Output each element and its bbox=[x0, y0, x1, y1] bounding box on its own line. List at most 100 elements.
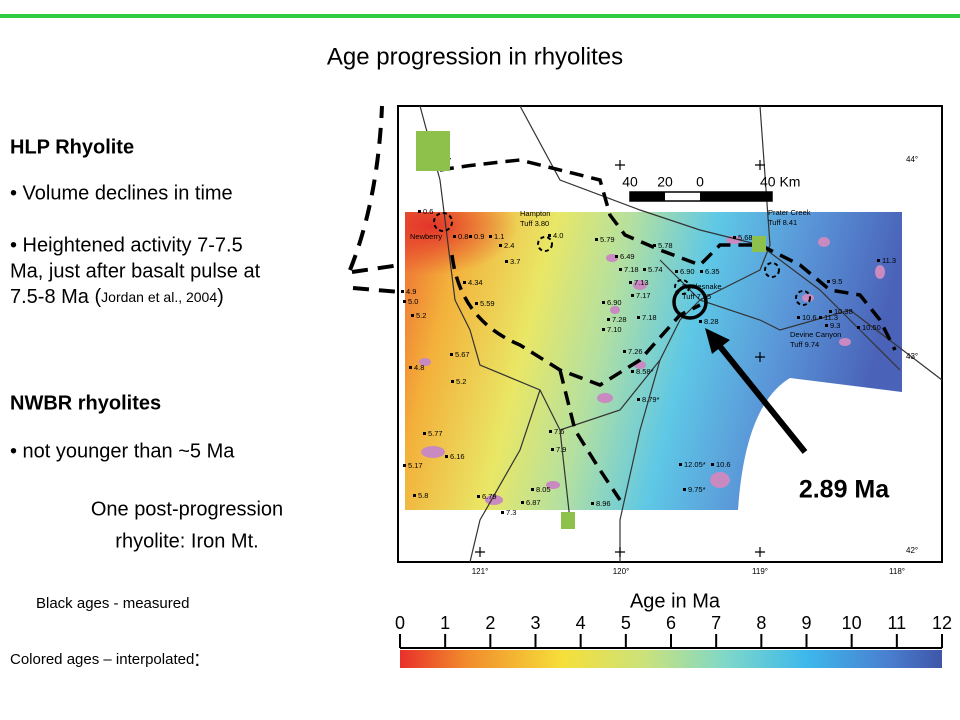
age-label: 11.3 bbox=[824, 313, 838, 322]
age-label: 5.78 bbox=[658, 241, 673, 250]
age-label: 5.68 bbox=[738, 233, 753, 242]
sample-point bbox=[829, 310, 832, 313]
sample-point bbox=[450, 353, 453, 356]
sample-point bbox=[637, 398, 640, 401]
age-label: 4.34 bbox=[468, 278, 483, 287]
age-label: 5.77 bbox=[428, 429, 443, 438]
colorbar-tick-label: 8 bbox=[756, 613, 766, 633]
sample-point bbox=[619, 268, 622, 271]
sample-point bbox=[403, 464, 406, 467]
lat-lon-label: 42° bbox=[906, 546, 918, 555]
age-label: 7.9 bbox=[556, 445, 566, 454]
age-label: 5.79 bbox=[600, 235, 615, 244]
sample-point bbox=[548, 234, 551, 237]
age-label: 10.6 bbox=[802, 313, 817, 322]
sample-point bbox=[679, 463, 682, 466]
age-label: 6.16 bbox=[450, 452, 465, 461]
sample-point bbox=[629, 281, 632, 284]
age-label: 3.7 bbox=[510, 257, 520, 266]
sample-point bbox=[711, 463, 714, 466]
sample-point bbox=[521, 501, 524, 504]
sample-point bbox=[827, 280, 830, 283]
bullet: • Volume declines in time bbox=[10, 182, 233, 204]
lat-lon-label: 119° bbox=[752, 567, 768, 576]
lat-lon-label: 43° bbox=[906, 352, 918, 361]
age-label: 8.28 bbox=[704, 317, 719, 326]
age-label: 5.59 bbox=[480, 299, 495, 308]
age-label: Tuff 7.05 bbox=[682, 292, 711, 301]
sample-point bbox=[683, 488, 686, 491]
age-label: 8.58* bbox=[636, 367, 654, 376]
bullet-text: 7.5-8 Ma ( bbox=[10, 286, 101, 308]
age-label: 7.13 bbox=[634, 278, 649, 287]
age-label: 4.8 bbox=[414, 363, 424, 372]
sample-point bbox=[631, 370, 634, 373]
age-label: Rattlesnake bbox=[682, 282, 722, 291]
scale-label: 0 bbox=[696, 174, 704, 190]
age-label: 9.75* bbox=[688, 485, 706, 494]
note: rhyolite: Iron Mt. bbox=[115, 530, 258, 552]
sample-point bbox=[825, 324, 828, 327]
sample-point bbox=[857, 326, 860, 329]
sample-point bbox=[477, 495, 480, 498]
age-label: 8.96 bbox=[596, 499, 611, 508]
iron-mt-circle bbox=[672, 284, 708, 320]
sample-point bbox=[418, 210, 421, 213]
lat-lon-label: 120° bbox=[613, 567, 630, 576]
age-label: 12.05* bbox=[684, 460, 706, 469]
arrow-shaft bbox=[715, 342, 808, 454]
annotation-box bbox=[782, 470, 906, 512]
heading: NWBR rhyolites bbox=[10, 392, 161, 414]
colorbar-tick-label: 3 bbox=[530, 613, 540, 633]
colorbar-tick-label: 11 bbox=[887, 613, 906, 633]
sample-point bbox=[411, 314, 414, 317]
sample-point bbox=[595, 238, 598, 241]
age-label: 10.6 bbox=[716, 460, 731, 469]
citation: Jordan et al., 2004 bbox=[101, 289, 217, 305]
age-label: 5.17 bbox=[408, 461, 423, 470]
sample-point bbox=[489, 235, 492, 238]
heading: HLP Rhyolite bbox=[10, 136, 134, 158]
marker-box bbox=[561, 512, 575, 529]
colorbar-tick-label: 0 bbox=[395, 613, 405, 633]
bullet-text: ) bbox=[217, 286, 224, 308]
graticule-cross bbox=[755, 160, 765, 170]
age-label: Devine Canyon bbox=[790, 330, 841, 339]
sample-point bbox=[653, 244, 656, 247]
colorbar-tick-label: 5 bbox=[621, 613, 631, 633]
sample-point bbox=[475, 302, 478, 305]
graticule-cross bbox=[755, 352, 765, 362]
age-label: 2.4 bbox=[504, 241, 514, 250]
age-label: 6.87 bbox=[526, 498, 541, 507]
sample-point bbox=[637, 316, 640, 319]
sample-point bbox=[499, 244, 502, 247]
sample-point bbox=[700, 270, 703, 273]
sample-point bbox=[699, 320, 702, 323]
sample-point bbox=[501, 511, 504, 514]
age-label: 7.18 bbox=[624, 265, 639, 274]
sample-point bbox=[615, 255, 618, 258]
lat-lon-label: 121° bbox=[472, 567, 489, 576]
age-label: Hampton bbox=[520, 209, 550, 218]
age-label: 6.35 bbox=[705, 267, 720, 276]
age-label: 7.26 bbox=[628, 347, 643, 356]
age-label: 8.79* bbox=[642, 395, 660, 404]
sample-point bbox=[602, 328, 605, 331]
age-label: Tuff 8.41 bbox=[768, 218, 797, 227]
age-label: 11.3 bbox=[882, 256, 896, 265]
legend-text: Black ages - measured bbox=[36, 595, 189, 612]
age-label: 1.1 bbox=[494, 232, 504, 241]
age-label: 9.5 bbox=[832, 277, 842, 286]
sample-point bbox=[631, 294, 634, 297]
sample-point bbox=[463, 281, 466, 284]
colorbar-tick-label: 10 bbox=[842, 613, 862, 633]
scale-label: 40 Km bbox=[760, 174, 800, 190]
scale-label: 20 bbox=[657, 174, 673, 190]
colorbar-tick-label: 6 bbox=[666, 613, 676, 633]
age-label: 6.79 bbox=[482, 492, 497, 501]
note: One post-progression bbox=[91, 498, 283, 520]
boundary bbox=[439, 158, 897, 501]
sample-point bbox=[401, 290, 404, 293]
colorbar-tick-label: 4 bbox=[576, 613, 586, 633]
